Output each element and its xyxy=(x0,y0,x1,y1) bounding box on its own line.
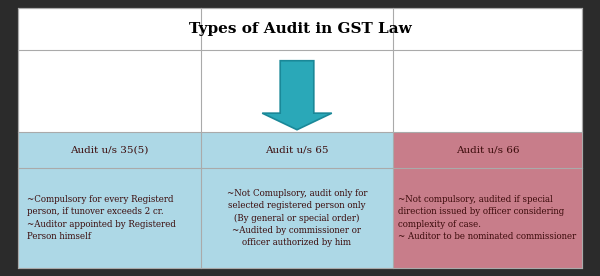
Text: ~Not Comuplsory, audit only for
selected registered person only
(By general or s: ~Not Comuplsory, audit only for selected… xyxy=(227,189,367,247)
Bar xyxy=(18,168,201,268)
Bar xyxy=(393,168,582,268)
Bar xyxy=(393,132,582,168)
Bar xyxy=(201,168,393,268)
Text: Types of Audit in GST Law: Types of Audit in GST Law xyxy=(188,22,412,36)
Text: Audit u/s 66: Audit u/s 66 xyxy=(456,146,519,155)
Text: Audit u/s 35(5): Audit u/s 35(5) xyxy=(70,146,149,155)
Bar xyxy=(18,132,201,168)
Bar xyxy=(201,132,393,168)
Text: ~Compulsory for every Registerd
person, if tunover exceeds 2 cr.
~Auditor appoin: ~Compulsory for every Registerd person, … xyxy=(27,195,176,241)
Text: ~Not compulsory, audited if special
direction issued by officer considering
comp: ~Not compulsory, audited if special dire… xyxy=(398,195,576,241)
Text: Audit u/s 65: Audit u/s 65 xyxy=(265,146,329,155)
Polygon shape xyxy=(262,61,332,130)
